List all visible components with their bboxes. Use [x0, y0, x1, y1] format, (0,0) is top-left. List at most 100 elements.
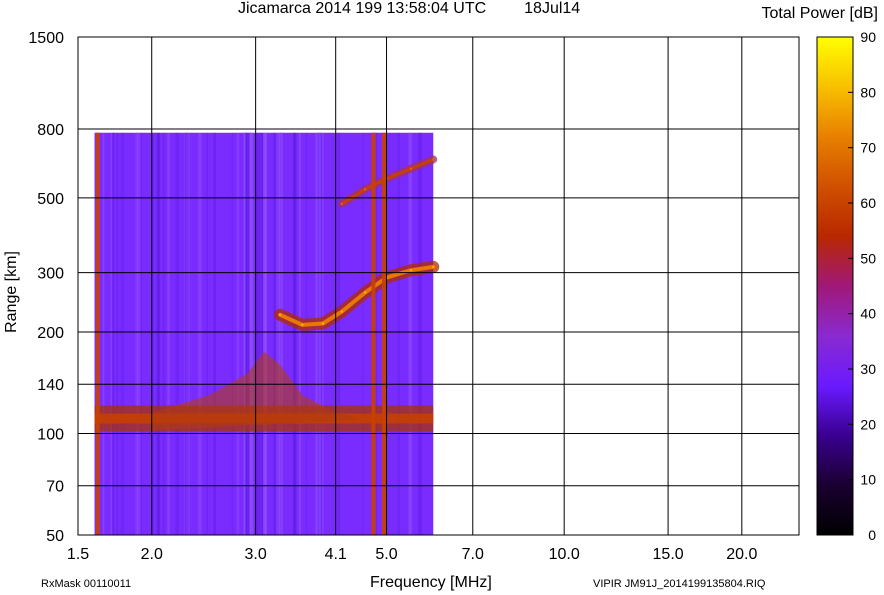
heatmap-striation	[318, 132, 322, 535]
heatmap-striation	[322, 132, 324, 535]
x-tick-label: 1.5	[67, 546, 89, 563]
heatmap-striation	[135, 132, 138, 535]
trace-point	[363, 291, 367, 294]
heatmap-striation	[419, 132, 423, 535]
heatmap-striation	[157, 132, 160, 535]
x-tick-label: 15.0	[653, 546, 684, 563]
trace-point	[301, 323, 304, 327]
heatmap-striation	[175, 132, 180, 535]
heatmap-striation	[152, 132, 157, 535]
footer-filename: VIPIR JM91J_2014199135804.RIQ	[593, 578, 766, 590]
heatmap-striation	[315, 132, 318, 535]
plot-frame	[77, 36, 800, 536]
heatmap-striation	[110, 132, 113, 535]
heatmap-striation	[154, 132, 156, 535]
heatmap-striation	[236, 132, 240, 535]
heatmap-striation	[337, 132, 341, 535]
heatmap-striation	[264, 132, 267, 535]
heatmap-striation	[375, 132, 378, 535]
x-tick-label: 5.0	[375, 546, 397, 563]
heatmap-striation	[156, 132, 160, 535]
heatmap-striation	[276, 132, 280, 535]
heatmap-striation	[243, 132, 246, 535]
colorbar-title: Total Power [dB]	[761, 5, 879, 22]
heatmap-striation	[167, 132, 170, 535]
y-tick-label: 800	[37, 122, 64, 139]
heatmap-striation	[317, 132, 320, 535]
heatmap-striation	[184, 132, 189, 535]
heatmap-striation	[256, 132, 259, 535]
colorbar-tick-label: 20	[860, 416, 876, 432]
heatmap-striation	[305, 132, 308, 535]
y-axis-label: Range [km]	[3, 251, 20, 333]
trace-point	[409, 269, 413, 272]
heatmap-striation	[162, 132, 165, 535]
x-axis-label: Frequency [MHz]	[370, 574, 492, 591]
trace-point	[432, 265, 435, 269]
x-tick-label: 4.1	[325, 546, 347, 563]
heatmap-striation	[247, 132, 251, 535]
x-tick-label: 2.0	[141, 546, 163, 563]
x-tick-label: 7.0	[462, 546, 484, 563]
y-tick-label: 200	[37, 325, 64, 342]
y-tick-label: 100	[37, 427, 64, 444]
colorbar	[816, 36, 854, 536]
heatmap-striation	[140, 132, 143, 535]
heatmap-striation	[213, 132, 216, 535]
x-axis-ticks: 1.5 2.0 3.0 4.1 5.0 7.0 10.0 15.0 20.0	[67, 546, 758, 563]
heatmap-striation	[206, 132, 208, 535]
y-tick-label: 500	[37, 191, 64, 208]
heatmap-striation	[279, 132, 284, 535]
interference-line	[95, 132, 100, 535]
heatmap-striation	[292, 132, 296, 535]
heatmap-striation	[317, 132, 319, 535]
y-tick-label: 140	[37, 377, 64, 394]
heatmap-striation	[120, 132, 125, 535]
x-tick-label: 10.0	[549, 546, 580, 563]
heatmap-area	[94, 132, 440, 535]
y-tick-label: 70	[46, 479, 64, 496]
trace-line	[278, 264, 436, 327]
heatmap-striation	[258, 132, 261, 535]
heatmap-striation	[151, 132, 153, 535]
heatmap-striation	[362, 132, 364, 535]
colorbar-tick-label: 30	[860, 361, 876, 377]
heatmap-striation	[260, 132, 264, 535]
heatmap-striation	[136, 132, 141, 535]
colorbar-tick-label: 10	[860, 472, 876, 488]
y-axis-ticks: 50 70 100 140 200 300 500 800 1500	[28, 30, 64, 545]
heatmap-striation	[249, 132, 253, 535]
heatmap-striation	[244, 132, 248, 535]
heatmap-striation	[408, 132, 413, 535]
heatmap-striation	[243, 132, 245, 535]
x-tick-label: 3.0	[245, 546, 267, 563]
trace-point	[340, 202, 344, 206]
heatmap-striation	[197, 132, 202, 535]
heatmap-striation	[116, 132, 119, 535]
heatmap-striation	[418, 132, 421, 535]
heatmap-striation	[282, 132, 284, 535]
colorbar-tick-label: 70	[860, 140, 876, 156]
colorbar-tick-label: 50	[860, 250, 876, 266]
interference-line	[381, 132, 386, 535]
trace-point	[363, 188, 367, 191]
heatmap-striation	[261, 132, 264, 535]
trace-point	[432, 158, 435, 161]
heatmap-striation	[263, 132, 267, 535]
colorbar-tick-label: 0	[868, 527, 876, 543]
interference-line	[371, 132, 376, 535]
heatmap-striation	[249, 132, 254, 535]
colorbar-tick-label: 90	[860, 29, 876, 45]
heatmap-striation	[231, 132, 234, 535]
grid-lines	[78, 37, 799, 535]
x-tick-label: 20.0	[726, 546, 757, 563]
footer-rxmask: RxMask 00110011	[41, 578, 132, 590]
title-date: 18Jul14	[524, 0, 581, 17]
colorbar-tick-label: 60	[860, 195, 876, 211]
y-tick-label: 50	[46, 528, 64, 545]
trace-point	[409, 167, 413, 170]
y-tick-label: 1500	[28, 30, 64, 47]
trace-point	[340, 310, 344, 313]
y-tick-label: 300	[37, 266, 64, 283]
